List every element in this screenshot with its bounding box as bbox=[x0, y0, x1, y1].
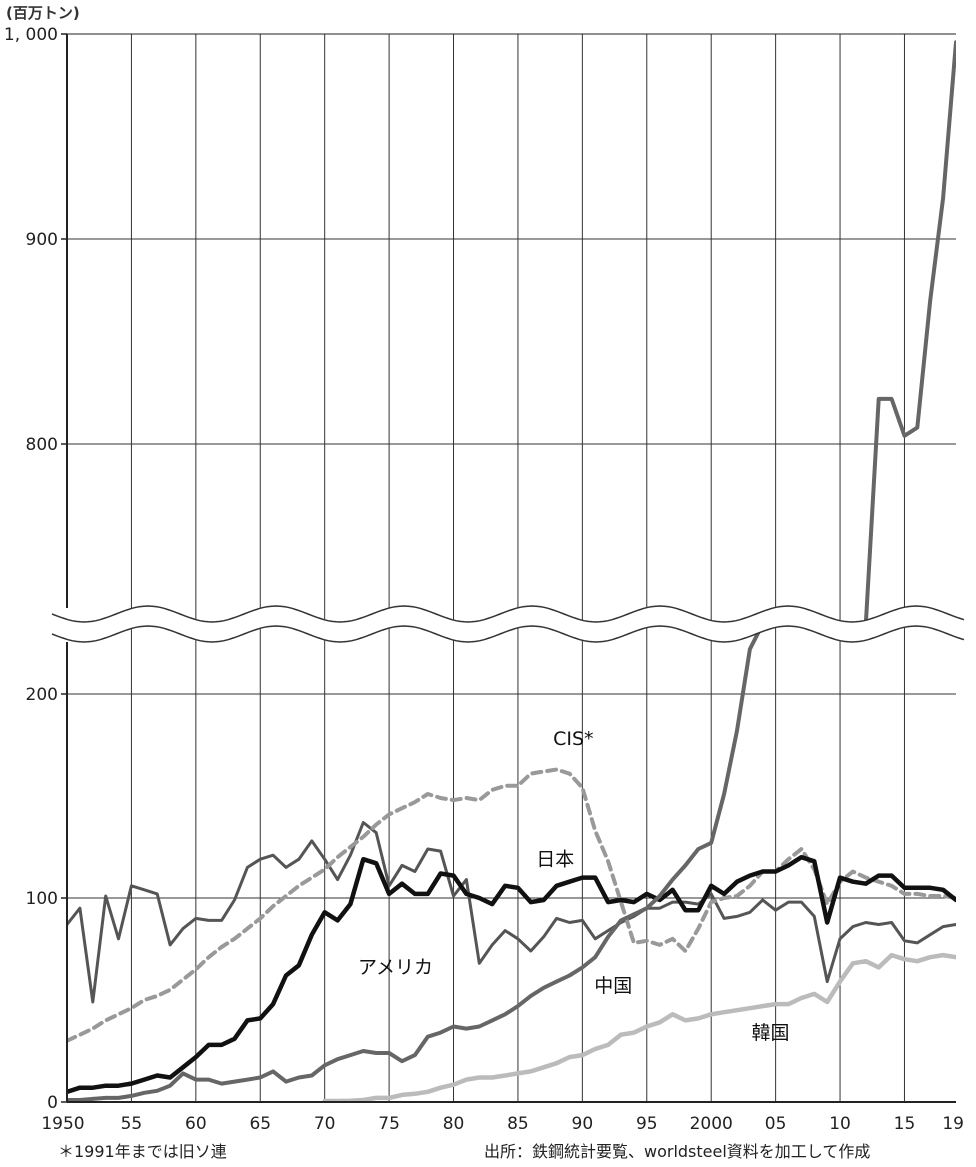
x-tick-label: 2000 bbox=[690, 1114, 733, 1134]
y-tick-label: 800 bbox=[26, 435, 58, 455]
series-line-日本 bbox=[67, 854, 956, 1095]
y-tick-label: 1, 000 bbox=[4, 25, 58, 45]
axis-break-wave-bottom bbox=[51, 625, 965, 643]
chart-tick-labels: 0 100 200 800 900 1, 000 1950 55 60 65 70 75 80 85 90 9… bbox=[4, 25, 964, 1134]
x-tick-label: 70 bbox=[314, 1114, 336, 1134]
axis-break bbox=[51, 605, 965, 643]
x-tick-label: 60 bbox=[185, 1114, 207, 1134]
y-axis-unit-label: (百万トン) bbox=[6, 4, 80, 22]
series-label-日本: 日本 bbox=[536, 848, 574, 870]
y-tick-label: 200 bbox=[26, 685, 58, 705]
series-line-中国 bbox=[67, 40, 956, 1102]
axis-break-band bbox=[52, 606, 965, 642]
series-label-中国: 中国 bbox=[594, 975, 632, 997]
x-tick-label: 65 bbox=[249, 1114, 271, 1134]
series-label-アメリカ: アメリカ bbox=[358, 956, 433, 978]
x-tick-label: 1950 bbox=[41, 1114, 84, 1134]
x-tick-label: 75 bbox=[378, 1114, 400, 1134]
chart-frame bbox=[66, 33, 956, 1103]
x-tick-label: 90 bbox=[572, 1114, 594, 1134]
x-tick-label: 80 bbox=[443, 1114, 465, 1134]
x-tick-label: 15 bbox=[894, 1114, 916, 1134]
x-tick-label: 10 bbox=[829, 1114, 851, 1134]
series-line-アメリカ bbox=[67, 821, 956, 1004]
x-tick-label: 95 bbox=[636, 1114, 658, 1134]
y-tick-label: 100 bbox=[26, 889, 58, 909]
x-tick-label: 85 bbox=[507, 1114, 529, 1134]
y-tick-label: 900 bbox=[26, 230, 58, 250]
chart-grid bbox=[67, 34, 956, 1102]
series-label-韓国: 韓国 bbox=[751, 1022, 789, 1044]
axis-break-wave-top bbox=[51, 605, 965, 623]
series-line-韓国 bbox=[322, 952, 956, 1102]
series-label-CIS*: CIS* bbox=[553, 728, 593, 750]
x-tick-label: 55 bbox=[121, 1114, 143, 1134]
y-tick-label: 0 bbox=[47, 1093, 58, 1113]
x-tick-label: 05 bbox=[765, 1114, 787, 1134]
x-tick-label: 19 bbox=[942, 1114, 964, 1134]
chart-series-lines bbox=[67, 40, 956, 1102]
footnote-cis: ＊1991年までは旧ソ連 bbox=[58, 1142, 227, 1161]
source-note: 出所：鉄鋼統計要覧、worldsteel資料を加工して作成 bbox=[484, 1142, 871, 1161]
